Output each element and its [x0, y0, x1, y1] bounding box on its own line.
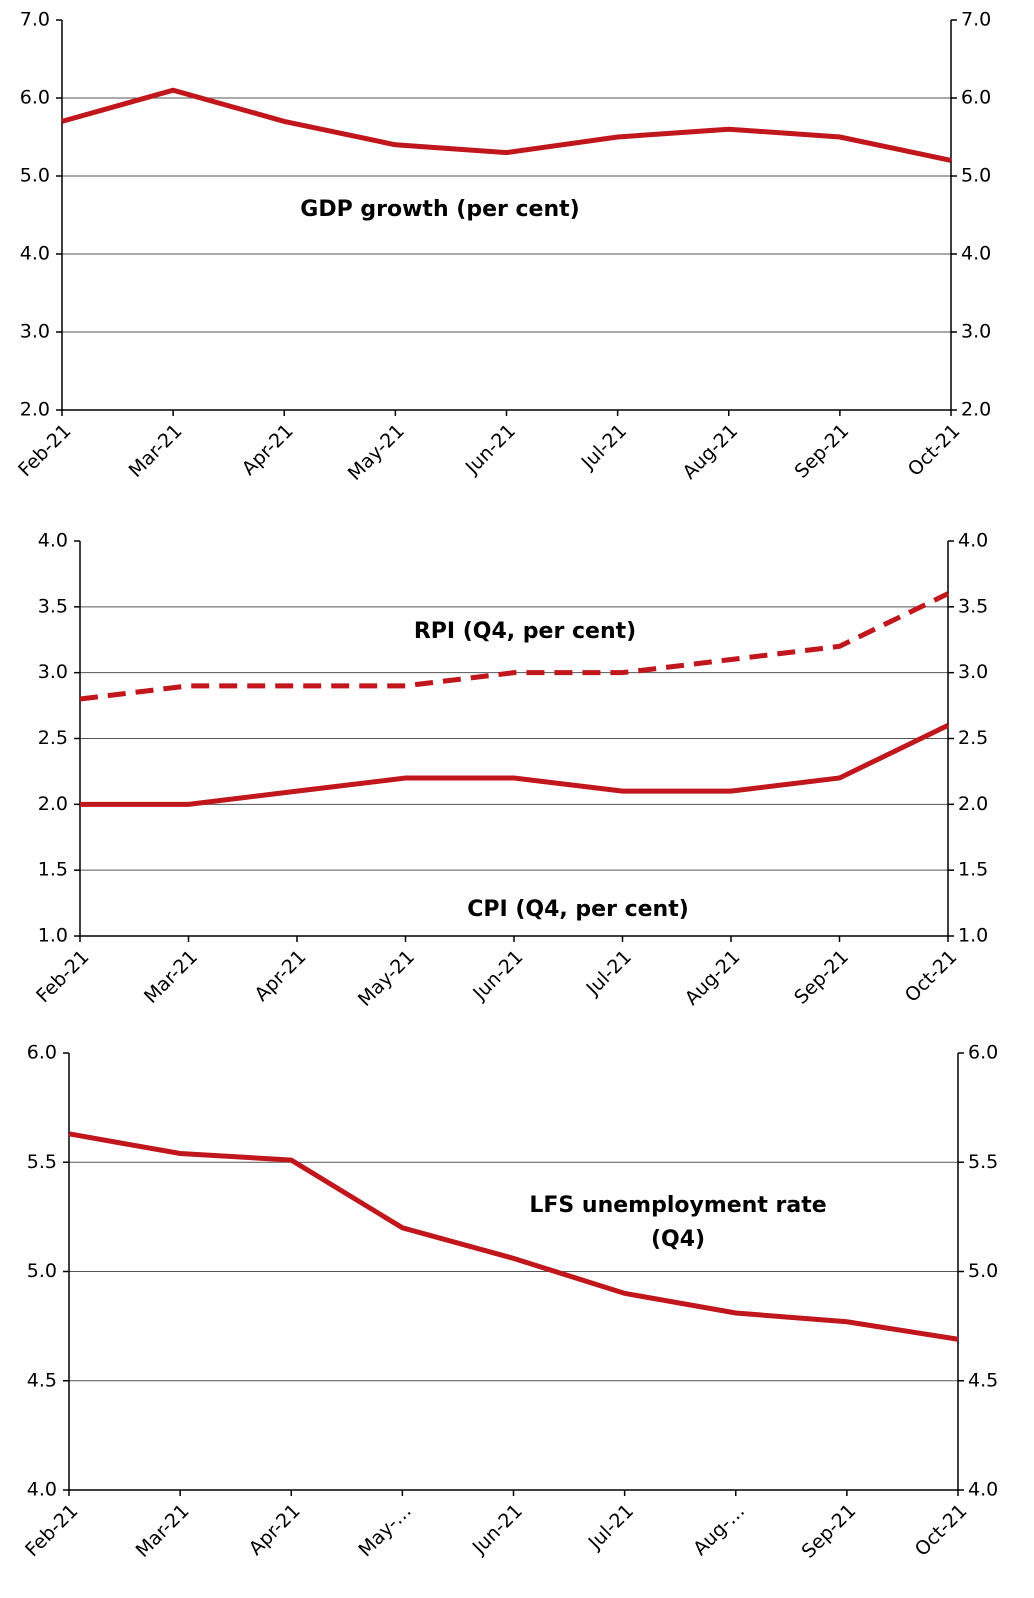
y-tick-label: 6.0 [20, 87, 50, 109]
y2-tick-label: 4.5 [968, 1369, 998, 1391]
x-tick-label: Jul-21 [584, 1500, 638, 1554]
x-tick-label: Sep-21 [790, 420, 853, 483]
series-label: CPI (Q4, per cent) [467, 897, 689, 922]
x-tick-label: Feb-21 [32, 946, 93, 1007]
x-tick-label: Feb-21 [14, 420, 75, 481]
y-tick-label: 4.0 [27, 1479, 57, 1501]
y-tick-label: 3.0 [38, 661, 68, 683]
x-tick-label: Sep-21 [790, 946, 853, 1009]
x-tick-label: Feb-21 [21, 1500, 82, 1561]
x-tick-label: Jun-21 [461, 420, 520, 479]
x-tick-label: Apr-21 [245, 1500, 305, 1560]
x-tick-label: Jun-21 [468, 1500, 527, 1559]
x-tick-label: May-… [354, 1500, 415, 1561]
y-tick-label: 2.0 [20, 399, 50, 421]
series-label: GDP growth (per cent) [300, 197, 579, 222]
x-tick-label: Mar-21 [132, 1500, 194, 1562]
y-tick-label: 3.0 [20, 321, 50, 343]
line-series [61, 87, 952, 163]
y2-tick-label: 1.0 [958, 925, 988, 947]
y2-tick-label: 6.0 [961, 87, 991, 109]
y2-tick-label: 2.5 [958, 727, 988, 749]
y2-tick-label: 2.0 [961, 399, 991, 421]
y2-tick-label: 4.0 [968, 1479, 998, 1501]
x-tick-label: Aug-… [689, 1500, 749, 1560]
y2-tick-label: 1.5 [958, 859, 988, 881]
y-tick-label: 7.0 [20, 9, 50, 31]
y2-tick-label: 5.0 [968, 1260, 998, 1282]
y2-tick-label: 5.5 [968, 1151, 998, 1173]
x-tick-label: Aug-21 [681, 946, 745, 1010]
y-tick-label: 4.5 [27, 1369, 57, 1391]
y-tick-label: 6.0 [27, 1042, 57, 1064]
y-tick-label: 1.0 [38, 925, 68, 947]
x-tick-label: May-21 [354, 946, 419, 1011]
y-tick-label: 1.5 [38, 859, 68, 881]
y2-tick-label: 3.0 [961, 321, 991, 343]
y2-tick-label: 4.0 [958, 530, 988, 552]
y2-tick-label: 3.0 [958, 661, 988, 683]
x-tick-label: Sep-21 [797, 1500, 860, 1563]
annotation: (Q4) [651, 1227, 705, 1252]
y2-tick-label: 6.0 [968, 1042, 998, 1064]
x-tick-label: May-21 [344, 420, 409, 485]
line-series [80, 723, 950, 807]
y2-tick-label: 4.0 [961, 243, 991, 265]
x-tick-label: Apr-21 [238, 420, 298, 480]
y-tick-label: 5.0 [20, 165, 50, 187]
x-tick-label: Jul-21 [577, 420, 631, 474]
y-tick-label: 2.5 [38, 727, 68, 749]
y2-tick-label: 2.0 [958, 793, 988, 815]
x-tick-label: Apr-21 [251, 946, 311, 1006]
y-tick-label: 5.0 [27, 1260, 57, 1282]
line-series [79, 591, 950, 702]
y-tick-label: 4.0 [20, 243, 50, 265]
x-tick-label: Mar-21 [125, 420, 187, 482]
x-tick-label: Mar-21 [140, 946, 202, 1008]
y-tick-label: 3.5 [38, 595, 68, 617]
x-tick-label: Jun-21 [468, 946, 527, 1005]
x-tick-label: Oct-21 [904, 420, 965, 481]
x-tick-label: Aug-21 [678, 420, 742, 484]
y-tick-label: 5.5 [27, 1151, 57, 1173]
line-series [68, 1131, 959, 1342]
series-label: RPI (Q4, per cent) [414, 619, 636, 644]
y2-tick-label: 7.0 [961, 9, 991, 31]
x-tick-label: Oct-21 [901, 946, 962, 1007]
x-tick-label: Oct-21 [911, 1500, 972, 1561]
annotation: LFS unemployment rate [529, 1193, 826, 1218]
y-tick-label: 2.0 [38, 793, 68, 815]
x-tick-label: Jul-21 [581, 946, 635, 1000]
y2-tick-label: 3.5 [958, 595, 988, 617]
y2-tick-label: 5.0 [961, 165, 991, 187]
y-tick-label: 4.0 [38, 530, 68, 552]
